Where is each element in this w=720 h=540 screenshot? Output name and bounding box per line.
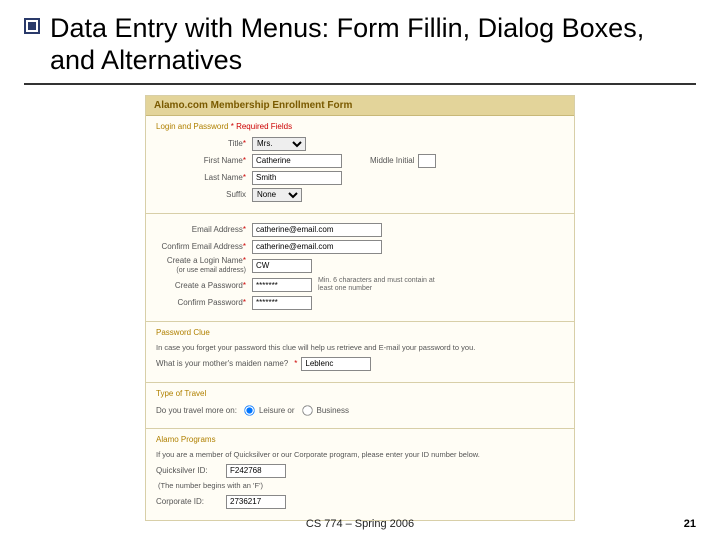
title-select[interactable]: Mrs. (252, 137, 306, 151)
programs-section: Alamo Programs If you are a member of Qu… (146, 429, 574, 520)
password-input[interactable] (252, 278, 312, 292)
firstname-label: First Name (204, 156, 243, 165)
clue-input[interactable] (301, 357, 371, 371)
password-hint: Min. 6 characters and must contain at le… (318, 277, 438, 292)
title-bullet-icon (24, 18, 40, 34)
lastname-input[interactable] (252, 171, 342, 185)
title-label: Title (228, 139, 243, 148)
cpassword-input[interactable] (252, 296, 312, 310)
clue-section: Password Clue In case you forget your pa… (146, 322, 574, 383)
programs-note: If you are a member of Quicksilver or ou… (156, 450, 564, 459)
leisure-radio[interactable] (244, 405, 254, 415)
required-note: * Required Fields (231, 122, 292, 131)
business-radio[interactable] (302, 405, 312, 415)
suffix-select[interactable]: None (252, 188, 302, 202)
clue-note: In case you forget your password this cl… (156, 343, 564, 352)
loginname-input[interactable] (252, 259, 312, 273)
cpassword-label: Confirm Password (178, 298, 243, 307)
cemail-label: Confirm Email Address (162, 242, 243, 251)
slide-title: Data Entry with Menus: Form Fillin, Dial… (50, 12, 696, 77)
email-section: Email Address* Confirm Email Address* Cr… (146, 214, 574, 322)
mi-input[interactable] (418, 154, 436, 168)
page-number: 21 (684, 518, 696, 530)
email-input[interactable] (252, 223, 382, 237)
corp-input[interactable] (226, 495, 286, 509)
enrollment-form: Alamo.com Membership Enrollment Form Log… (145, 95, 575, 521)
login-heading: Login and Password (156, 122, 229, 131)
suffix-label: Suffix (156, 190, 252, 199)
form-header: Alamo.com Membership Enrollment Form (146, 96, 574, 116)
cemail-input[interactable] (252, 240, 382, 254)
password-label: Create a Password (175, 281, 243, 290)
clue-heading: Password Clue (156, 328, 564, 337)
leisure-label: Leisure or (259, 406, 295, 415)
travel-question: Do you travel more on: (156, 406, 237, 415)
loginname-sublabel: (or use email address) (176, 267, 246, 274)
title-divider (24, 83, 696, 85)
travel-heading: Type of Travel (156, 389, 564, 398)
form-header-title: Alamo.com Membership Enrollment Form (154, 100, 352, 111)
email-label: Email Address (192, 225, 243, 234)
qs-label: Quicksilver ID: (156, 466, 226, 475)
travel-section: Type of Travel Do you travel more on: Le… (146, 383, 574, 429)
login-section: Login and Password * Required Fields Tit… (146, 116, 574, 214)
lastname-label: Last Name (204, 173, 243, 182)
business-label: Business (317, 406, 349, 415)
slide-footer: CS 774 – Spring 2006 (0, 518, 720, 530)
programs-heading: Alamo Programs (156, 435, 564, 444)
qs-input[interactable] (226, 464, 286, 478)
corp-label: Corporate ID: (156, 497, 226, 506)
firstname-input[interactable] (252, 154, 342, 168)
clue-question-label: What is your mother's maiden name? (156, 359, 288, 368)
qs-hint: (The number begins with an 'F') (158, 481, 564, 490)
mi-label: Middle Initial (370, 156, 414, 165)
loginname-label: Create a Login Name (167, 256, 243, 265)
